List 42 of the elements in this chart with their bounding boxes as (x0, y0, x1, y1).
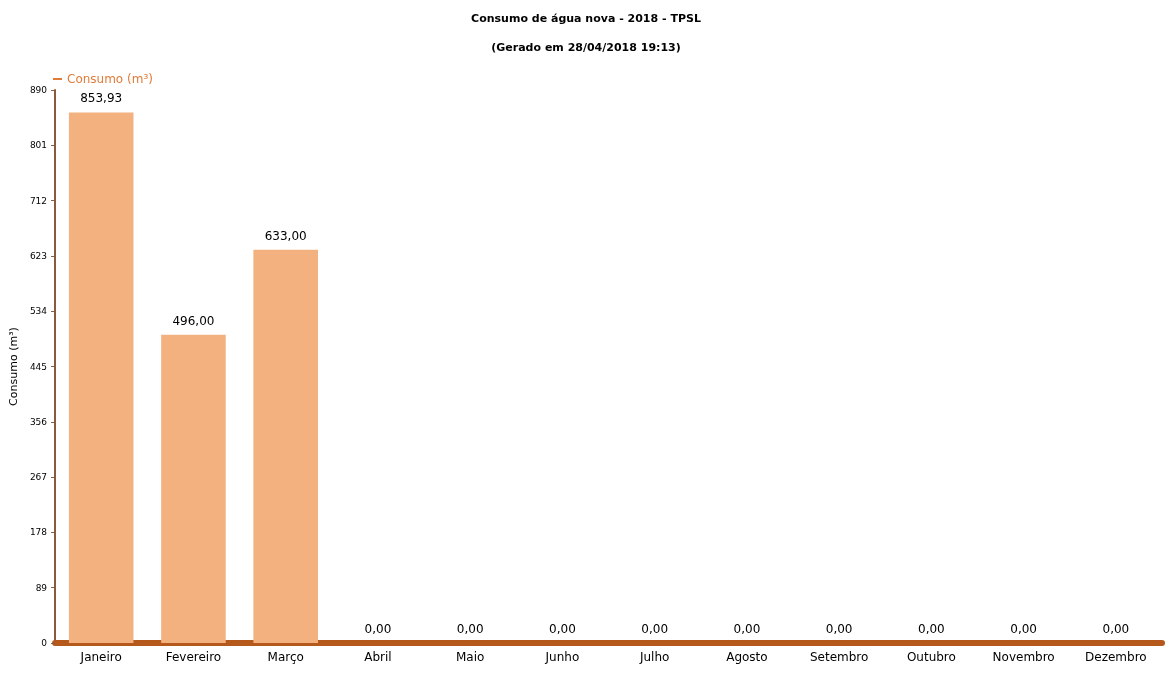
data-label: 633,00 (264, 228, 307, 243)
data-label: 0,00 (733, 622, 761, 636)
x-tick-label: Março (267, 650, 304, 664)
chart-title: Consumo de água nova - 2018 - TPSL (471, 12, 701, 25)
chart-subtitle: (Gerado em 28/04/2018 19:13) (491, 41, 681, 54)
data-label: 0,00 (1010, 622, 1037, 636)
y-tick-label: 0 (41, 638, 48, 648)
x-tick-label: Setembro (809, 650, 869, 664)
data-label: 496,00 (172, 313, 215, 328)
y-tick-label: 534 (29, 306, 48, 317)
data-label: 0,00 (456, 622, 484, 636)
y-tick-label: 445 (29, 361, 48, 372)
x-tick-label: Maio (455, 650, 485, 664)
bar (68, 112, 134, 643)
x-tick-label: Janeiro (79, 650, 122, 664)
text: Consumo (m³) (67, 72, 153, 86)
x-tick-label: Novembro (992, 650, 1055, 664)
x-tick-label: Dezembro (1085, 650, 1147, 664)
data-label: 0,00 (549, 622, 576, 636)
y-axis-title: Consumo (m³) (7, 327, 20, 406)
data-label: 0,00 (364, 622, 392, 636)
data-label: 0,00 (1102, 622, 1130, 636)
y-tick-label: 178 (29, 527, 48, 538)
y-tick-label: 89 (35, 582, 48, 593)
x-tick-label: Outubro (906, 650, 956, 664)
x-tick-label: Junho (544, 650, 580, 664)
y-tick-label: 356 (29, 416, 48, 427)
bar (161, 334, 226, 643)
y-tick-label: 801 (29, 140, 48, 151)
x-tick-label: Julho (638, 650, 670, 664)
data-label: 0,00 (641, 622, 669, 636)
y-tick-label: 712 (29, 195, 48, 206)
y-tick-label: 267 (29, 472, 48, 483)
y-tick-label: 890 (29, 85, 48, 95)
data-label: 853,93 (80, 91, 123, 106)
y-tick-label: 623 (29, 250, 48, 261)
bar (253, 249, 318, 643)
data-label: 0,00 (825, 622, 853, 636)
x-tick-label: Abril (364, 650, 392, 664)
x-tick-label: Fevereiro (165, 650, 222, 664)
x-tick-label: Agosto (726, 650, 768, 664)
data-label: 0,00 (918, 622, 945, 636)
